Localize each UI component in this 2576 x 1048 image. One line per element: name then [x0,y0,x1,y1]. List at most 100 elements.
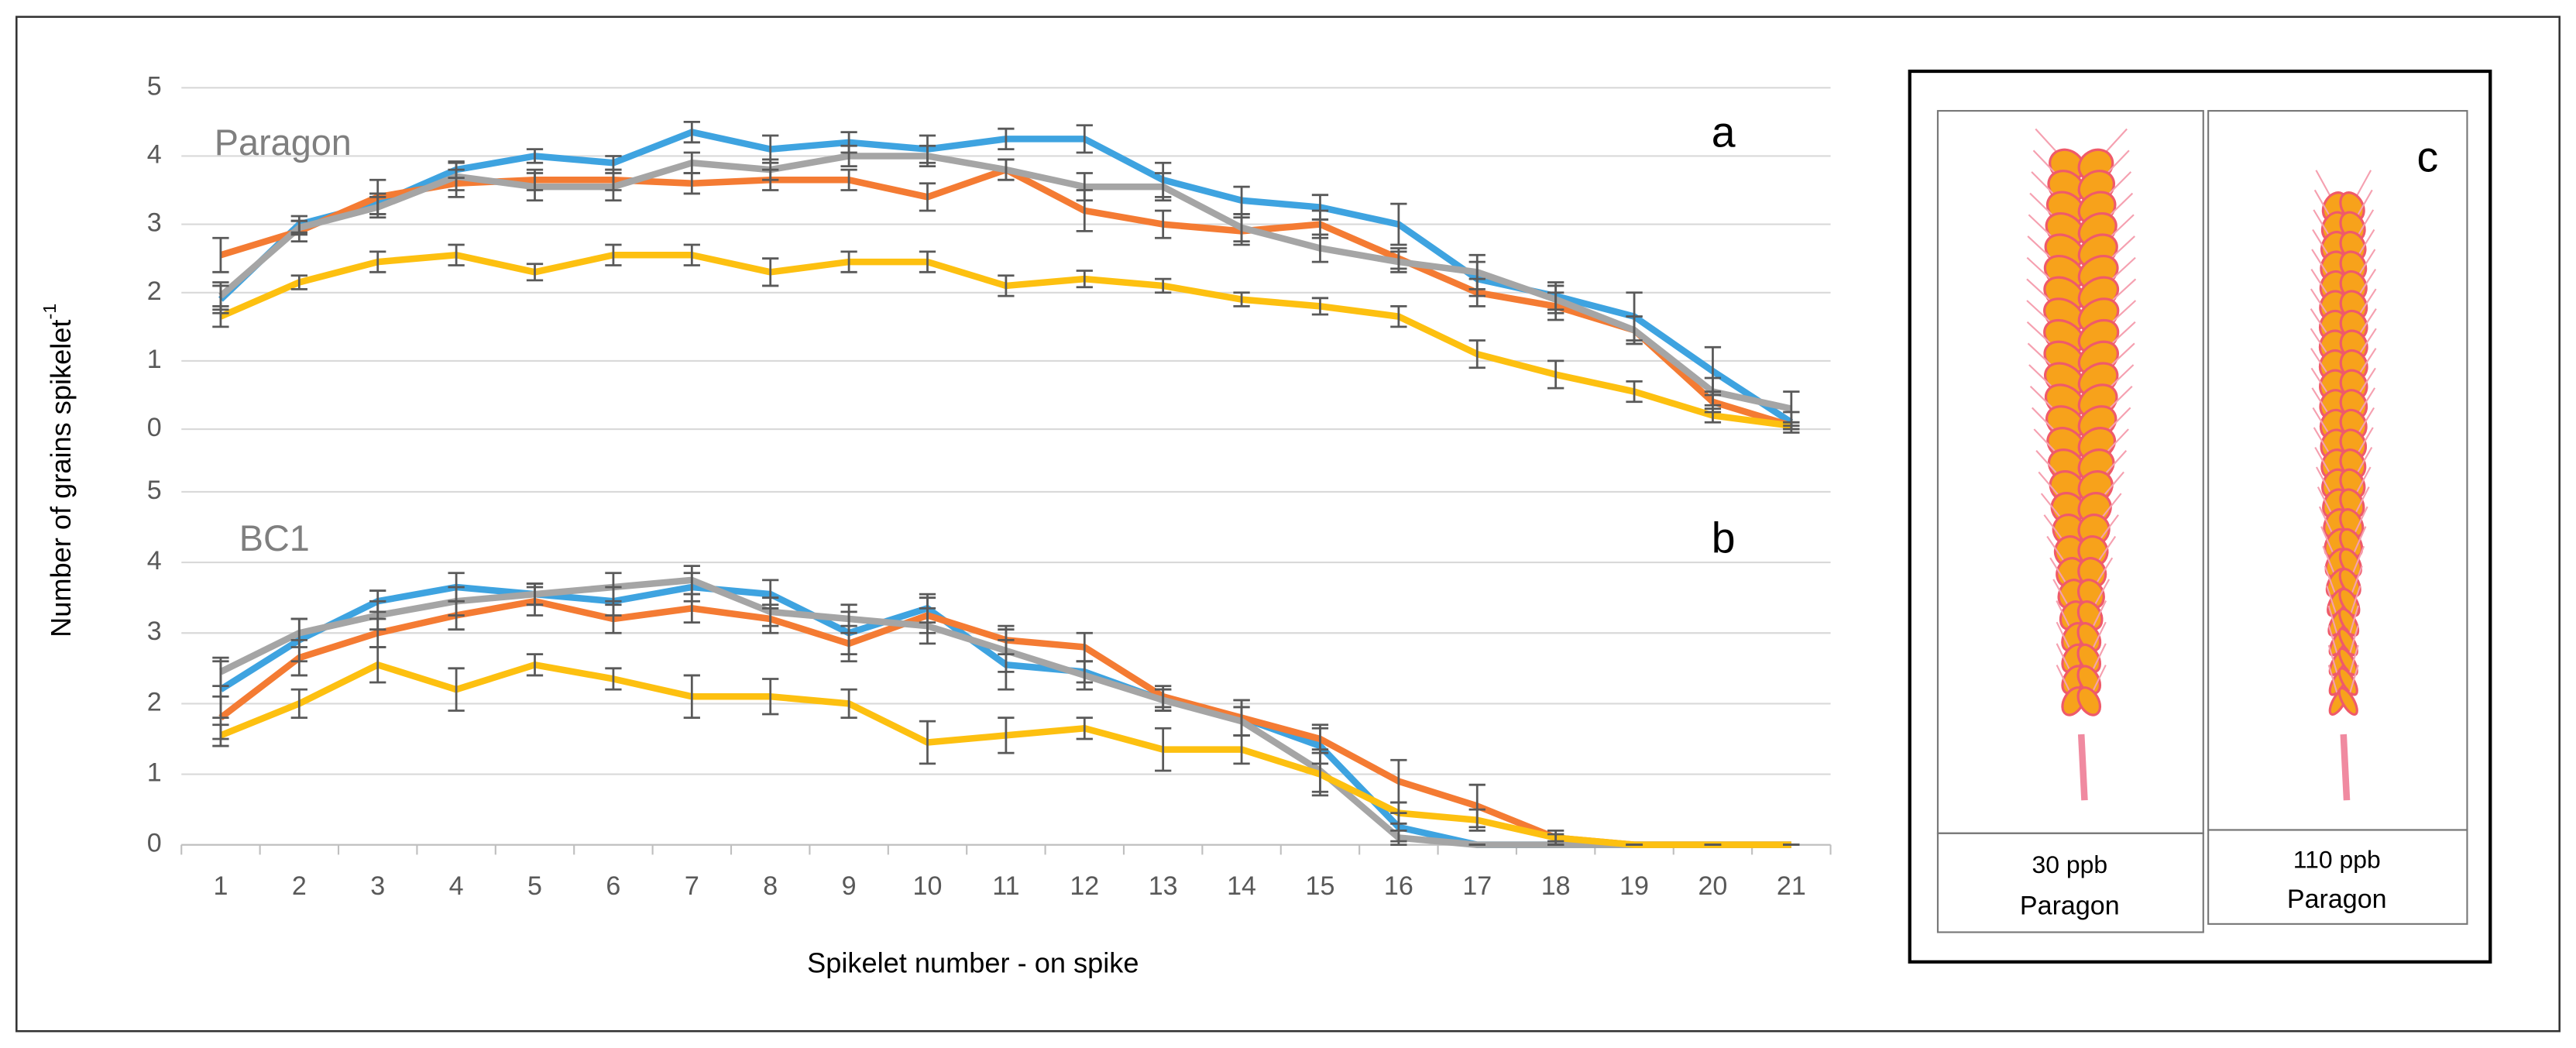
caption: Paragon [2020,892,2120,921]
error-bar [1076,172,1093,202]
error-bar [1547,833,1564,843]
x-tick-label: 15 [1306,871,1335,901]
error-bar [840,168,857,191]
x-tick-label: 16 [1384,871,1413,901]
error-bar [369,250,386,273]
spikelet [2076,686,2102,716]
error-bar [448,161,465,191]
error-bar [1547,284,1564,314]
error-bar [998,127,1015,151]
error-bar [369,195,386,219]
caption-box [1936,832,2204,933]
error-bar [762,257,779,287]
error-bar [1155,688,1172,712]
error-bar [605,603,622,634]
error-bar [1233,734,1250,765]
error-bar [605,667,622,691]
x-tick-label: 12 [1070,871,1099,901]
error-bar [762,158,779,181]
error-bar [840,688,857,719]
error-bar [1390,202,1407,246]
error-bar [1155,172,1172,202]
y-tick-label: 2 [147,277,162,306]
error-bar [683,565,700,596]
x-tick-label: 18 [1541,871,1571,901]
error-bar [448,586,465,617]
error-bar [448,667,465,712]
error-bar [919,182,936,212]
error-bar [1704,407,1722,424]
error-bar [1076,716,1093,740]
x-tick-label: 20 [1698,871,1728,901]
error-bar [1390,305,1407,328]
error-bar [526,263,544,282]
error-bar [998,716,1015,754]
error-bar [526,172,544,202]
x-tick-label: 3 [370,871,385,901]
y-tick-label: 0 [147,829,162,858]
y-tick-label: 3 [147,617,162,646]
error-bar [1233,212,1250,243]
error-bar [998,158,1015,181]
x-tick-label: 10 [913,871,943,901]
error-bar [919,720,936,765]
error-bar [1626,315,1643,345]
x-tick-label: 11 [992,871,1019,901]
error-bar [1468,808,1485,832]
x-tick-label: 7 [685,871,699,901]
annotation: BC1 [239,518,310,558]
error-bar [448,243,465,266]
error-bar [762,596,779,627]
y-tick-label: 5 [147,476,162,505]
error-bar [526,582,544,606]
error-bar [290,688,307,719]
error-bar [998,274,1015,297]
spike-stem [2077,734,2088,801]
error-bar [1311,751,1329,797]
y-tick-label: 0 [147,413,162,442]
error-bar [1704,376,1722,407]
x-axis-label: Spikelet number - on spike [807,947,1139,979]
error-bar [605,243,622,266]
caption: 30 ppb [2032,850,2107,878]
x-tick-label: 5 [527,871,542,901]
spikelet [2337,667,2358,696]
error-bar [1468,253,1485,290]
error-bar [1626,380,1643,404]
error-bar [290,219,307,236]
error-bar [1390,250,1407,273]
error-bar [1390,830,1407,847]
error-bar [1155,277,1172,294]
x-tick-label: 21 [1777,871,1806,901]
caption: 110 ppb [2293,845,2381,873]
figure-border [15,15,2561,1033]
x-tick-label: 2 [292,871,307,901]
caption-box [2207,829,2468,925]
x-tick-label: 14 [1227,871,1256,901]
error-bar [762,678,779,716]
error-bar [919,144,936,168]
x-tick-label: 4 [449,871,464,901]
error-bar [1233,291,1250,308]
panel-c-border [1908,69,2492,964]
error-bar [1076,270,1093,289]
error-bar [290,274,307,290]
error-bar [212,723,229,747]
error-bar [1311,233,1329,263]
y-tick-label: 4 [147,546,162,576]
error-bar [1468,339,1485,369]
error-bar [919,606,936,645]
error-bar [998,628,1015,673]
y-tick-label: 3 [147,208,162,238]
panel-label: a [1712,108,1736,156]
error-bar [1076,660,1093,691]
error-bar [840,603,857,634]
error-bar [290,617,307,648]
y-tick-label: 2 [147,687,162,716]
panel-label: c [2417,133,2439,181]
error-bar [683,243,700,266]
error-bar [212,236,229,273]
y-tick-label: 1 [147,345,162,374]
